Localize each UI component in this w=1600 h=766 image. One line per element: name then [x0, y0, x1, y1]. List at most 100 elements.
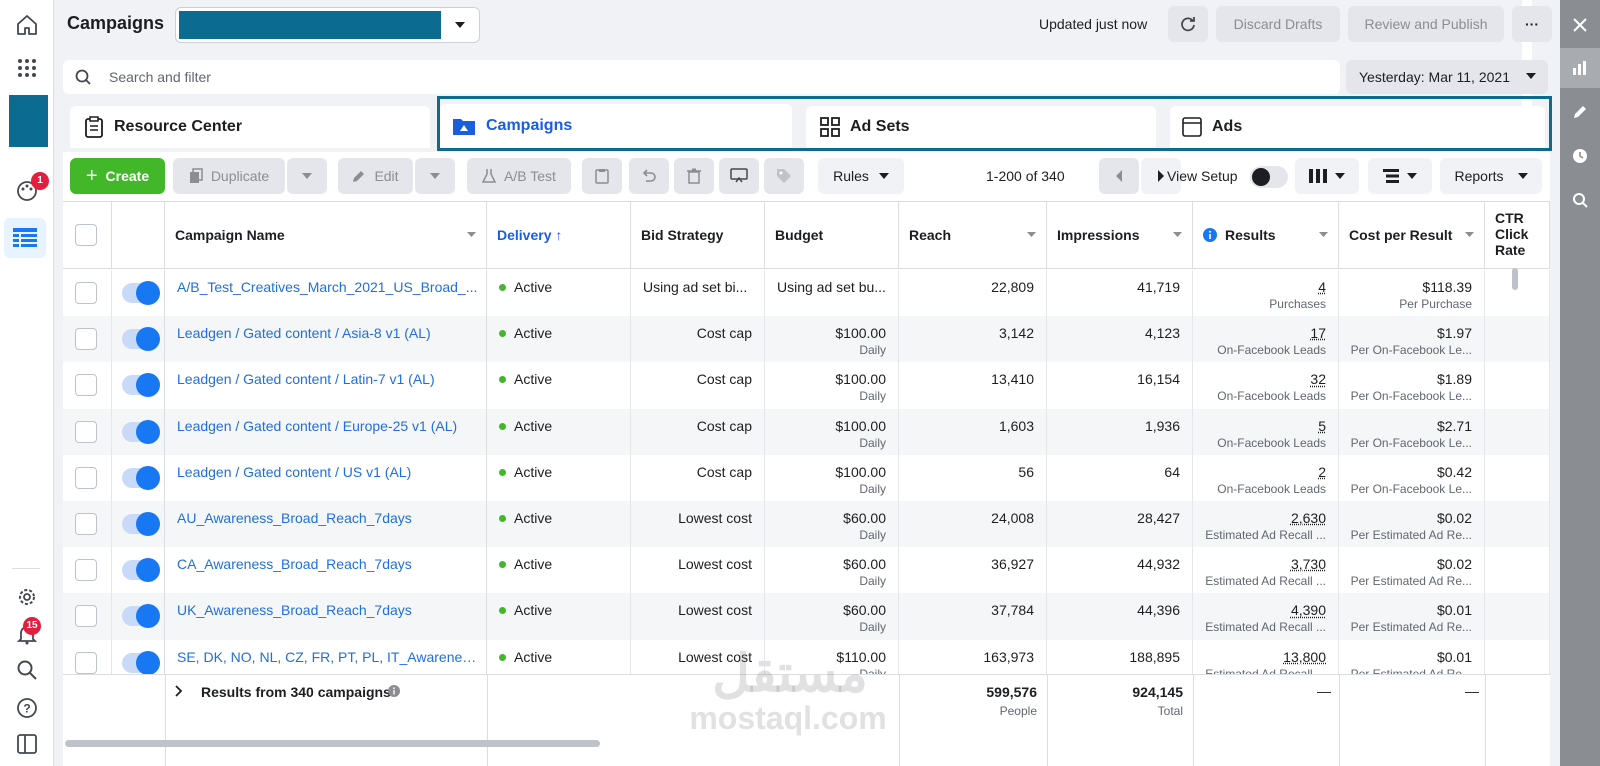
- table-row[interactable]: Leadgen / Gated content / Europe-25 v1 (…: [63, 408, 1550, 456]
- column-header-results[interactable]: Results: [1193, 202, 1339, 269]
- more-options-button[interactable]: ···: [1512, 6, 1552, 42]
- campaign-name-link[interactable]: Leadgen / Gated content / Asia-8 v1 (AL): [165, 316, 487, 364]
- tab-campaigns[interactable]: Campaigns: [440, 104, 792, 148]
- table-row[interactable]: UK_Awareness_Broad_Reach_7days Active Lowe…: [63, 593, 1550, 641]
- table-row[interactable]: A/B_Test_Creatives_March_2021_US_Broad_.…: [63, 270, 1550, 317]
- row-checkbox[interactable]: [75, 513, 97, 535]
- account-selector[interactable]: [175, 7, 480, 43]
- breakdown-dropdown[interactable]: [1368, 158, 1432, 194]
- ads-manager-nav[interactable]: [4, 218, 46, 258]
- create-button[interactable]: + Create: [70, 158, 165, 194]
- campaign-name-link[interactable]: Leadgen / Gated content / Latin-7 v1 (AL…: [165, 362, 487, 410]
- vertical-scrollbar[interactable]: [1512, 268, 1518, 290]
- horizontal-scrollbar[interactable]: [65, 740, 600, 747]
- results-cell: 32 On-Facebook Leads: [1193, 362, 1339, 410]
- campaign-name-link[interactable]: Leadgen / Gated content / US v1 (AL): [165, 454, 487, 502]
- tab-ads[interactable]: Ads: [1170, 106, 1545, 148]
- duplicate-button[interactable]: Duplicate: [173, 158, 285, 194]
- column-header-cost-per-result[interactable]: Cost per Result: [1339, 202, 1485, 269]
- total-impressions: 924,145: [1132, 684, 1183, 700]
- column-header-campaign-name[interactable]: Campaign Name: [165, 202, 487, 269]
- table-row[interactable]: CA_Awareness_Broad_Reach_7days Active Lowe…: [63, 547, 1550, 595]
- column-header-ctr[interactable]: CTR Click Rate: [1485, 202, 1550, 269]
- column-label: Results: [1225, 227, 1276, 243]
- row-checkbox[interactable]: [75, 420, 97, 443]
- toggle-knob: [1252, 168, 1270, 186]
- campaign-on-off-toggle[interactable]: [122, 558, 160, 583]
- search-bar[interactable]: Search and filter: [63, 60, 1340, 94]
- search-inspect-icon[interactable]: [1560, 180, 1600, 220]
- review-publish-button[interactable]: Review and Publish: [1348, 6, 1504, 42]
- tab-ad-sets[interactable]: Ad Sets: [806, 106, 1156, 148]
- previous-page-button[interactable]: [1099, 158, 1139, 194]
- results-value: 2,630: [1290, 510, 1326, 526]
- campaign-name-link[interactable]: A/B_Test_Creatives_March_2021_US_Broad_.…: [165, 270, 487, 317]
- rules-dropdown[interactable]: Rules: [818, 158, 904, 194]
- campaign-name-link[interactable]: CA_Awareness_Broad_Reach_7days: [165, 547, 487, 595]
- clock-icon[interactable]: [1560, 136, 1600, 176]
- select-all-checkbox[interactable]: [75, 224, 97, 246]
- campaign-on-off-toggle[interactable]: [122, 281, 160, 305]
- expand-chevron-icon[interactable]: [175, 685, 183, 697]
- tag-button[interactable]: [764, 158, 804, 194]
- row-checkbox[interactable]: [75, 559, 97, 582]
- ab-test-button[interactable]: A/B Test: [467, 158, 571, 194]
- view-setup-toggle[interactable]: [1250, 166, 1288, 188]
- table-row[interactable]: AU_Awareness_Broad_Reach_7days Active Lowe…: [63, 501, 1550, 548]
- settings-gear-icon[interactable]: [12, 582, 42, 612]
- row-checkbox[interactable]: [75, 282, 97, 304]
- duplicate-dropdown[interactable]: [287, 158, 327, 194]
- tab-resource-center[interactable]: Resource Center: [70, 106, 430, 148]
- campaign-on-off-toggle[interactable]: [122, 419, 160, 444]
- campaign-on-off-toggle[interactable]: [122, 604, 160, 629]
- row-checkbox[interactable]: [75, 605, 97, 628]
- edit-dropdown[interactable]: [415, 158, 455, 194]
- campaign-on-off-toggle[interactable]: [122, 465, 160, 490]
- campaign-name-link[interactable]: AU_Awareness_Broad_Reach_7days: [165, 501, 487, 548]
- refresh-button[interactable]: [1168, 6, 1208, 42]
- reports-dropdown[interactable]: Reports: [1440, 158, 1542, 194]
- column-header-reach[interactable]: Reach: [899, 202, 1047, 269]
- campaign-name-link[interactable]: UK_Awareness_Broad_Reach_7days: [165, 593, 487, 641]
- row-checkbox[interactable]: [75, 328, 97, 351]
- account-avatar[interactable]: [9, 95, 48, 147]
- clipboard-button[interactable]: [582, 158, 622, 194]
- chart-icon[interactable]: [1560, 48, 1600, 88]
- undo-button[interactable]: [629, 158, 669, 194]
- report-panel-icon[interactable]: [12, 729, 42, 759]
- row-checkbox[interactable]: [75, 374, 97, 397]
- campaign-on-off-toggle[interactable]: [122, 327, 160, 352]
- row-toggle-cell: [112, 501, 165, 548]
- column-header-impressions[interactable]: Impressions: [1047, 202, 1193, 269]
- search-icon[interactable]: [12, 655, 42, 685]
- delete-button[interactable]: [674, 158, 714, 194]
- campaign-on-off-toggle[interactable]: [122, 373, 160, 398]
- row-checkbox[interactable]: [75, 651, 97, 674]
- date-range-picker[interactable]: Yesterday: Mar 11, 2021: [1346, 60, 1548, 94]
- campaign-on-off-toggle[interactable]: [122, 512, 160, 536]
- cost-per-result-cell: $0.02 Per Estimated Ad Re...: [1339, 547, 1485, 595]
- column-header-budget[interactable]: Budget: [765, 202, 899, 269]
- campaign-name-link[interactable]: Leadgen / Gated content / Europe-25 v1 (…: [165, 408, 487, 456]
- row-checkbox[interactable]: [75, 466, 97, 489]
- table-row[interactable]: Leadgen / Gated content / Latin-7 v1 (AL…: [63, 362, 1550, 410]
- table-row[interactable]: Leadgen / Gated content / US v1 (AL) Acti…: [63, 454, 1550, 502]
- close-icon[interactable]: [1560, 5, 1600, 45]
- column-header-bid-strategy[interactable]: Bid Strategy: [631, 202, 765, 269]
- preview-button[interactable]: [719, 158, 759, 194]
- results-cell: 4,390 Estimated Ad Recall ...: [1193, 593, 1339, 641]
- help-icon[interactable]: ?: [12, 693, 42, 723]
- campaign-name-link[interactable]: SE, DK, NO, NL, CZ, FR, PT, PL, IT_Aware…: [165, 639, 487, 687]
- ctr-cell: [1485, 501, 1550, 548]
- next-page-button[interactable]: [1141, 158, 1181, 194]
- columns-dropdown[interactable]: [1295, 158, 1359, 194]
- palette-icon[interactable]: [12, 176, 42, 206]
- pencil-icon[interactable]: [1560, 92, 1600, 132]
- campaign-on-off-toggle[interactable]: [122, 650, 160, 675]
- discard-drafts-button[interactable]: Discard Drafts: [1216, 6, 1340, 42]
- edit-button[interactable]: Edit: [338, 158, 413, 194]
- table-row[interactable]: Leadgen / Gated content / Asia-8 v1 (AL)…: [63, 316, 1550, 364]
- home-icon[interactable]: [12, 10, 42, 40]
- column-header-delivery[interactable]: Delivery ↑: [487, 202, 631, 269]
- apps-grid-icon[interactable]: [12, 53, 42, 83]
